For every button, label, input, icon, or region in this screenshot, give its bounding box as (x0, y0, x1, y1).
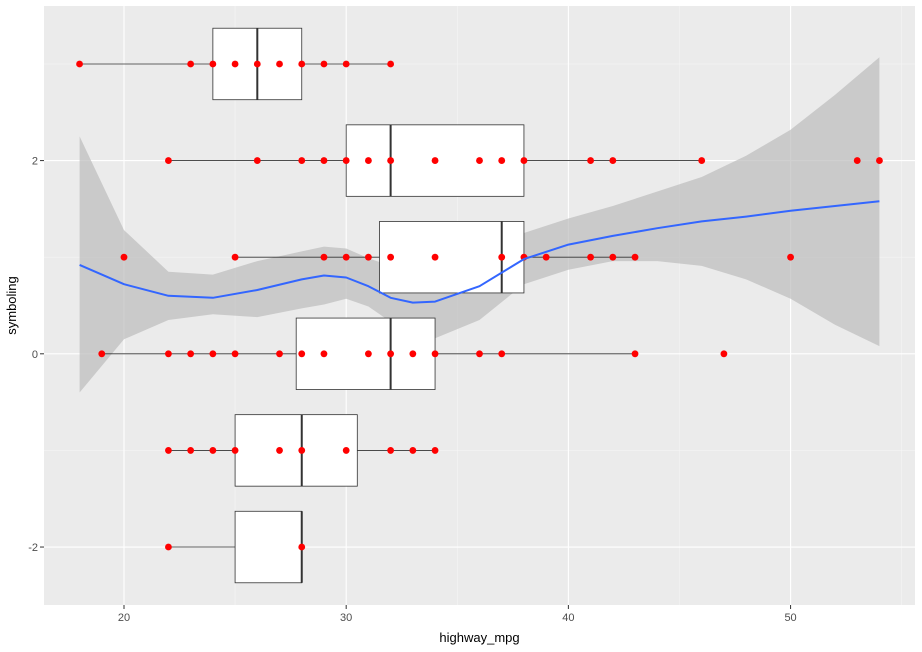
data-point (876, 157, 883, 164)
data-point (120, 253, 128, 261)
data-point (276, 60, 283, 68)
data-point (187, 350, 195, 358)
data-point (187, 60, 195, 68)
data-point (409, 350, 417, 358)
data-point (165, 157, 172, 164)
data-point (387, 350, 395, 358)
data-point (165, 350, 172, 358)
loess-smooth-line (79, 200, 880, 304)
data-point (298, 157, 306, 164)
data-point (609, 157, 617, 164)
data-point (476, 157, 483, 164)
data-point (298, 447, 306, 454)
data-point (209, 60, 217, 68)
data-point (431, 447, 439, 454)
data-point (365, 350, 372, 358)
data-point (431, 157, 439, 164)
x-tick-label: 40 (562, 612, 574, 624)
confidence-ribbon-layer (79, 57, 880, 393)
x-axis-ticks: 20 30 40 50 (118, 605, 797, 624)
y-tick-label: 2 (32, 156, 38, 168)
y-axis-ticks: -2 0 2 (28, 156, 44, 554)
x-axis-title: highway_mpg (439, 630, 519, 645)
data-point (631, 350, 639, 358)
data-point (320, 157, 328, 164)
data-point (476, 350, 483, 358)
data-point (98, 350, 106, 358)
x-tick-label: 30 (340, 612, 352, 624)
data-point (387, 60, 395, 68)
data-point (631, 253, 639, 261)
data-point (298, 60, 306, 68)
data-point (231, 253, 239, 261)
smooth-line-layer (79, 200, 880, 304)
data-point (231, 350, 239, 358)
data-point (276, 350, 283, 358)
data-point (853, 157, 861, 164)
data-point (253, 60, 261, 68)
data-point (387, 447, 395, 454)
data-point (320, 350, 328, 358)
data-point (609, 253, 617, 261)
y-tick-label: -2 (28, 542, 38, 554)
data-point (409, 447, 417, 454)
y-tick-label: 0 (32, 349, 38, 361)
data-point (76, 60, 83, 68)
x-tick-label: 50 (784, 612, 796, 624)
data-point (498, 253, 506, 261)
data-point (587, 253, 594, 261)
data-point (298, 543, 306, 551)
data-point (165, 447, 172, 454)
data-point (320, 253, 328, 261)
data-point (342, 60, 350, 68)
data-point (276, 447, 283, 454)
data-point (231, 60, 239, 68)
data-point (187, 447, 195, 454)
data-point (431, 253, 439, 261)
boxplot-layer (79, 27, 702, 584)
data-point (365, 253, 372, 261)
data-point (787, 253, 794, 261)
data-point (209, 447, 217, 454)
data-point (387, 253, 395, 261)
data-point (587, 157, 594, 164)
confidence-ribbon (79, 57, 880, 393)
data-point (720, 350, 728, 358)
data-point (431, 350, 439, 358)
data-point (387, 157, 395, 164)
data-point (209, 350, 217, 358)
data-point (253, 157, 261, 164)
data-point (520, 157, 528, 164)
data-point (365, 157, 372, 164)
y-axis-title: symboling (4, 276, 19, 335)
data-point (165, 543, 172, 551)
data-point (342, 253, 350, 261)
data-point (231, 447, 239, 454)
data-point (498, 157, 506, 164)
data-point (320, 60, 328, 68)
data-point-layer (76, 60, 883, 551)
data-point (342, 447, 350, 454)
data-point (342, 157, 350, 164)
data-point (498, 350, 506, 358)
box-iqr (234, 414, 358, 487)
data-point (698, 157, 706, 164)
x-tick-label: 20 (118, 612, 130, 624)
data-point (542, 253, 550, 261)
data-point (298, 350, 306, 358)
box-iqr (234, 510, 303, 584)
